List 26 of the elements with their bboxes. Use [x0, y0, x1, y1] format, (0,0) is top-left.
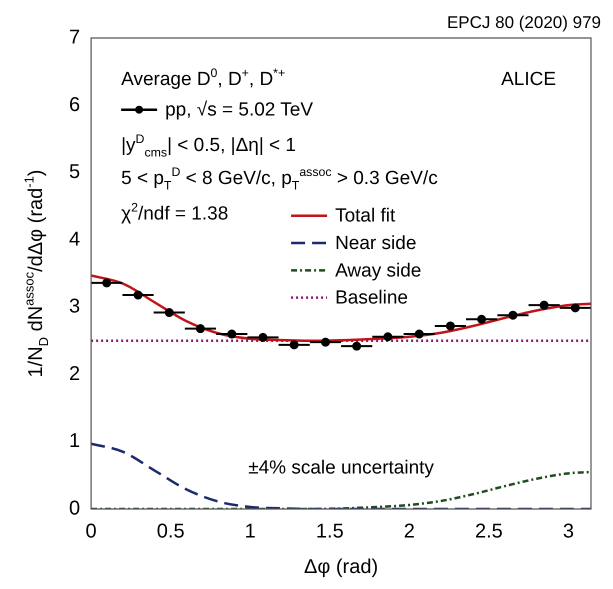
- annotation: ±4% scale uncertainty: [248, 458, 434, 479]
- y-tick-label: 4: [69, 228, 80, 250]
- x-tick-label: 1.5: [316, 520, 344, 543]
- legend-label: Near side: [335, 233, 416, 254]
- x-tick-label: 3: [562, 520, 574, 543]
- y-tick-label: 2: [69, 362, 80, 385]
- x-tick-label: 2.5: [475, 520, 503, 543]
- annotation: ALICE: [501, 69, 556, 90]
- x-axis-title: Δφ (rad): [304, 556, 378, 578]
- x-tick-label: 2: [404, 520, 415, 543]
- y-tick-label: 1: [69, 430, 80, 452]
- legend-label: Total fit: [335, 206, 396, 227]
- y-tick-label: 3: [69, 296, 80, 318]
- legend-label: Baseline: [335, 288, 408, 309]
- x-tick-label: 0.5: [156, 520, 185, 543]
- text: EPCJ 80 (2020) 979: [446, 13, 602, 32]
- x-tick-label: 1: [244, 520, 256, 543]
- y-tick-label: 0: [69, 498, 80, 520]
- y-axis-title: 1/ND dNassoc/dΔφ (rad-1): [22, 170, 51, 378]
- y-tick-label: 5: [69, 161, 80, 184]
- legend-label: pp, √s = 5.02 TeV: [165, 100, 314, 121]
- y-tick-label: 7: [69, 26, 80, 49]
- legend-label: Away side: [335, 260, 422, 282]
- y-tick-label: 6: [69, 94, 80, 116]
- line-series: [91, 442, 591, 509]
- x-tick-label: 0: [86, 520, 97, 543]
